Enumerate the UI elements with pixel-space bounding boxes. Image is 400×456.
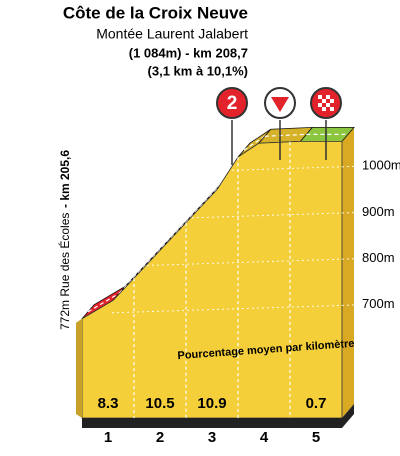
x-tick-label: 4 bbox=[260, 429, 269, 446]
side-face bbox=[342, 127, 354, 418]
grid-line bbox=[111, 211, 361, 221]
gradient-label: 8.3 bbox=[98, 395, 119, 412]
summit-info: (1 084m) - km 208,7 bbox=[129, 45, 248, 60]
y-tick-label: 900m bbox=[362, 204, 395, 219]
top-dash bbox=[170, 182, 224, 239]
gradient-label: 0.7 bbox=[306, 395, 327, 412]
y-tick-label: 1000m bbox=[362, 158, 400, 173]
y-tick-label: 700m bbox=[362, 296, 395, 311]
x-tick-label: 2 bbox=[156, 429, 164, 446]
grid-line bbox=[111, 258, 361, 268]
x-tick-label: 1 bbox=[104, 429, 112, 446]
icons: 2 bbox=[216, 87, 342, 165]
grid-line bbox=[111, 304, 361, 314]
chart-title: Côte de la Croix Neuve bbox=[63, 3, 248, 22]
start-km: - km 205,6 bbox=[58, 150, 72, 208]
top-dash bbox=[118, 237, 172, 294]
x-tick-label: 3 bbox=[208, 429, 216, 446]
start-label: 772m Rue des Écoles bbox=[57, 213, 72, 330]
base-band bbox=[82, 404, 354, 428]
x-tick-label: 5 bbox=[312, 429, 320, 446]
badge-label: 2 bbox=[227, 93, 238, 114]
left-face bbox=[76, 318, 82, 418]
start-info: 772m Rue des Écoles - km 205,6 bbox=[57, 150, 72, 330]
subtitle: Montée Laurent Jalabert bbox=[96, 26, 248, 42]
grid-line bbox=[111, 165, 361, 175]
checker bbox=[318, 95, 334, 111]
gradient-label: 10.9 bbox=[197, 395, 226, 412]
profile-area bbox=[81, 140, 343, 419]
gradient-label: 10.5 bbox=[145, 395, 174, 412]
triangle bbox=[271, 97, 289, 112]
y-tick-label: 800m bbox=[362, 250, 395, 265]
badge bbox=[216, 87, 248, 119]
climb-info: (3,1 km à 10,1%) bbox=[148, 63, 248, 78]
top-dash bbox=[87, 292, 120, 313]
